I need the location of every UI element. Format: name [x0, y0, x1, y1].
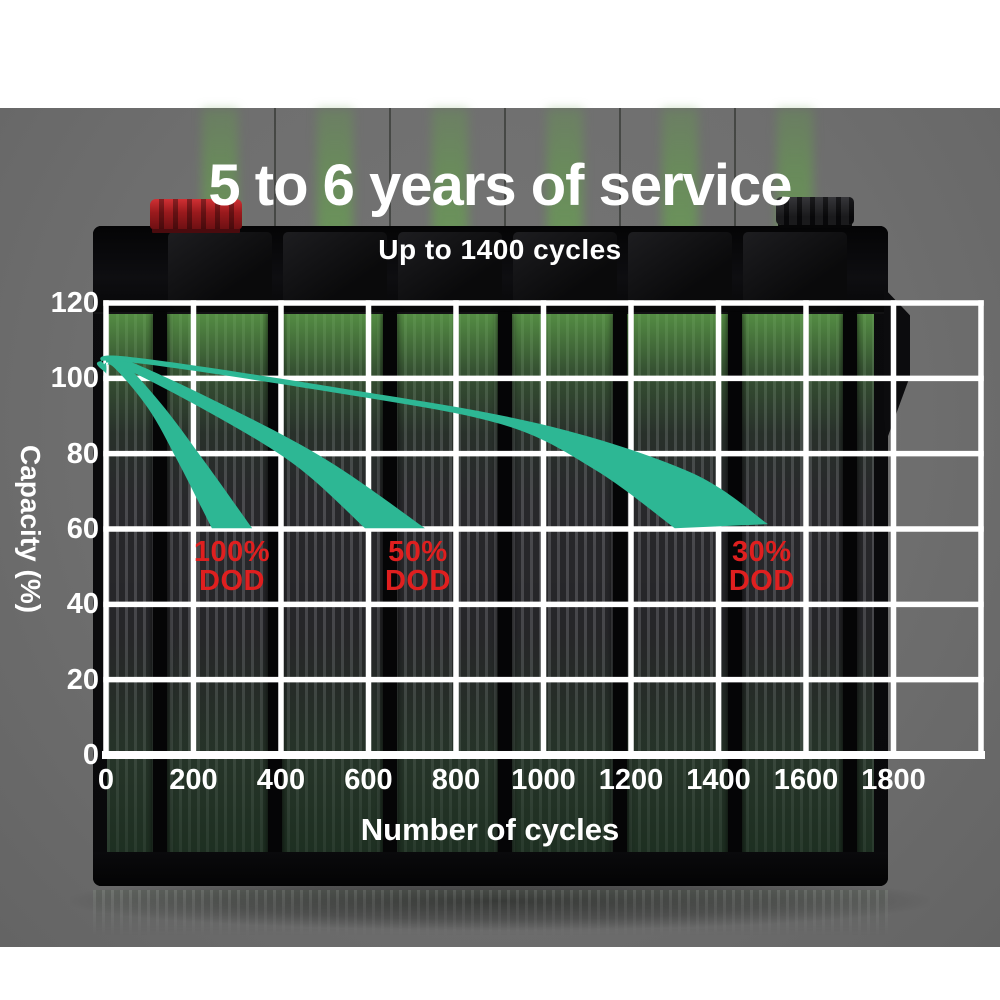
cell-divider-post-line: [389, 108, 391, 306]
y-tick-label: 60: [66, 513, 99, 545]
capacity-band-30-dod: [96, 355, 768, 529]
page-subtitle: Up to 1400 cycles: [378, 234, 622, 265]
y-tick-label: 120: [50, 287, 99, 319]
x-tick-label: 400: [256, 764, 306, 796]
battery-lid-cap: [513, 232, 617, 304]
battery-floor-reflection: [93, 890, 888, 942]
battery-lid-cap: [743, 232, 847, 304]
battery-cell-divider: [383, 312, 397, 864]
dod-annotation: 100% DOD: [193, 535, 271, 597]
battery-cell-plates: [107, 314, 874, 860]
battery-lid-cap: [283, 232, 387, 304]
y-tick-label: 40: [66, 588, 99, 621]
battery-lid-cap: [398, 232, 502, 304]
battery-body: [93, 226, 888, 886]
battery-cell-divider: [728, 312, 742, 864]
x-tick-label: 0: [97, 764, 115, 796]
battery-negative-terminal: [776, 197, 854, 225]
y-tick-label: 0: [82, 739, 99, 771]
cell-divider-post-line: [504, 108, 506, 306]
x-tick-label: 1200: [598, 764, 664, 796]
dod-annotation-line: DOD: [199, 564, 265, 597]
x-tick-label: 1600: [773, 764, 839, 796]
dod-annotation-line: 100%: [193, 535, 271, 568]
battery-lid-cap: [168, 232, 272, 304]
battery-cell-divider: [843, 312, 857, 864]
battery-lid-cap: [628, 232, 732, 304]
y-axis-title: Capacity (%): [15, 444, 46, 614]
capacity-band-50-dod: [104, 356, 425, 529]
y-tick-label: 100: [50, 362, 99, 395]
battery-cell-divider: [153, 312, 167, 864]
cell-divider-post-line: [274, 108, 276, 306]
battery-base: [93, 852, 888, 886]
x-axis-title: Number of cycles: [360, 812, 620, 847]
dod-annotation-line: 50%: [388, 535, 448, 568]
x-tick-label: 800: [431, 764, 481, 796]
dod-annotation-line: 30%: [732, 535, 792, 568]
cell-divider-post-line: [619, 108, 621, 306]
page-title: 5 to 6 years of service: [208, 153, 792, 218]
x-tick-label: 1400: [686, 764, 751, 796]
dod-annotation: 50% DOD: [384, 535, 451, 597]
cell-divider-post-line: [734, 108, 736, 306]
battery-cell-divider: [498, 312, 512, 864]
dod-annotation: 30% DOD: [728, 535, 795, 597]
x-tick-label: 600: [344, 764, 393, 796]
battery-positive-terminal: [150, 199, 242, 229]
dod-annotation-line: DOD: [384, 564, 451, 597]
y-tick-label: 20: [66, 663, 99, 696]
capacity-band-100-dod: [106, 356, 253, 529]
x-tick-label: 200: [169, 764, 218, 796]
dod-annotation-line: DOD: [728, 564, 795, 597]
y-tick-label: 80: [66, 437, 99, 470]
x-tick-label: 1800: [861, 764, 926, 796]
x-tick-label: 1000: [511, 764, 576, 796]
